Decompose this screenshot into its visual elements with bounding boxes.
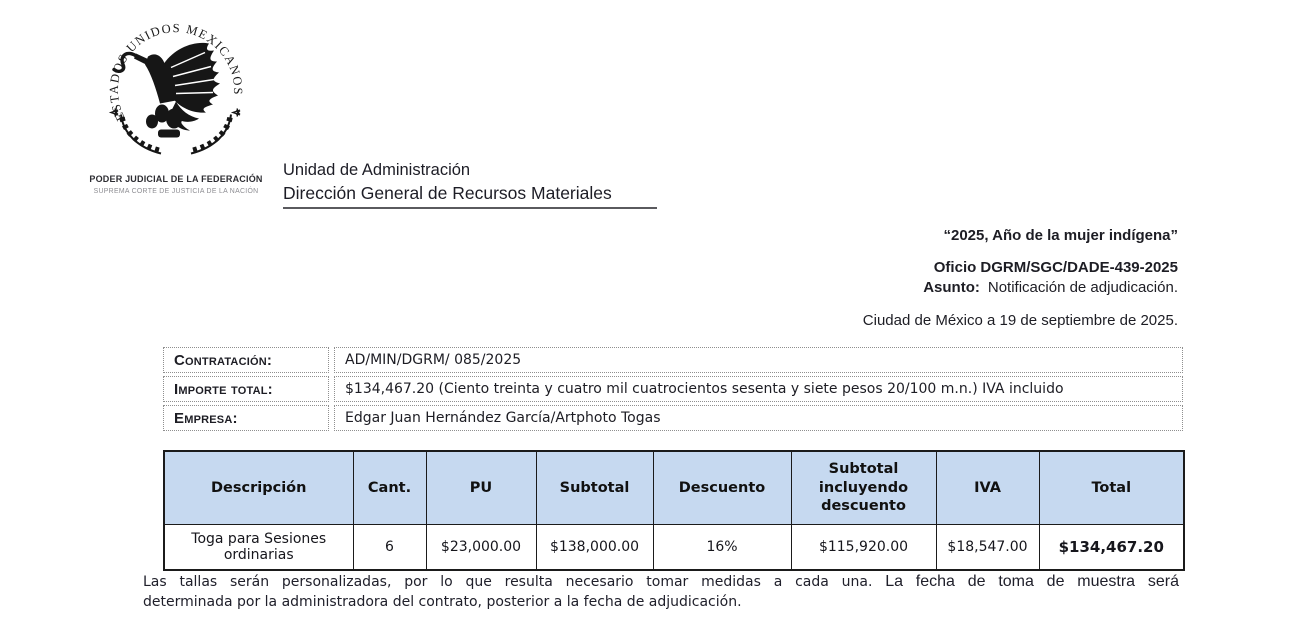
admin-unit-title: Unidad de Administración	[283, 161, 471, 179]
summary-label-importe-total: Importe total:	[163, 376, 329, 402]
col-header-descuento: Descuento	[652, 450, 792, 525]
eagle-emblem-graphic: ESTADOS UNIDOS MEXICANOS	[107, 21, 244, 155]
col-header-subtotal-descuento: Subtotal incluyendo descuento	[790, 450, 937, 525]
cell-descuento: 16%	[652, 523, 792, 571]
summary-label-empresa: Empresa:	[163, 405, 329, 431]
col-header-subtotal: Subtotal	[535, 450, 654, 525]
col-header-cantidad: Cant.	[352, 450, 427, 525]
cell-iva: $18,547.00	[935, 523, 1040, 571]
subject-value: Notificación de adjudicación.	[987, 279, 1178, 296]
subject-label: Asunto:	[923, 279, 980, 296]
summary-value-importe-total: $134,467.20 (Ciento treinta y cuatro mil…	[334, 376, 1183, 402]
cell-descripcion: Toga para Sesiones ordinarias	[163, 523, 354, 571]
institution-name: PODER JUDICIAL DE LA FEDERACIÓN	[89, 174, 263, 184]
eagle-figure	[108, 42, 241, 155]
summary-label-contratacion: Contratación:	[163, 347, 329, 373]
table-row: Contratación: AD/MIN/DGRM/ 085/2025	[163, 347, 1183, 373]
col-header-total: Total	[1038, 450, 1185, 525]
table-row: Empresa: Edgar Juan Hernández García/Art…	[163, 405, 1183, 431]
institution-name-block: PODER JUDICIAL DE LA FEDERACIÓN SUPREMA …	[70, 174, 282, 195]
summary-value-contratacion: AD/MIN/DGRM/ 085/2025	[334, 347, 1183, 373]
dateline: Ciudad de México a 19 de septiembre de 2…	[862, 312, 1178, 329]
oficio-number: Oficio DGRM/SGC/DADE-439-2025	[933, 259, 1178, 276]
cell-pu: $23,000.00	[425, 523, 537, 571]
cell-subtotal-descuento: $115,920.00	[790, 523, 937, 571]
department-heading: Unidad de Administración Dirección Gener…	[283, 161, 659, 209]
footnote-sentence-1: Las tallas serán personalizadas, por lo …	[143, 574, 873, 590]
general-direction-title: Dirección General de Recursos Materiales	[283, 183, 612, 203]
institution-subname: SUPREMA CORTE DE JUSTICIA DE LA NACIÓN	[93, 188, 259, 195]
table-header-row: Descripción Cant. PU Subtotal Descuento …	[163, 450, 1185, 525]
national-coat-of-arms: ESTADOS UNIDOS MEXICANOS	[101, 16, 251, 166]
col-header-pu: PU	[425, 450, 537, 525]
subject-line: Asunto: Notificación de adjudicación.	[863, 279, 1178, 296]
cell-total: $134,467.20	[1038, 523, 1185, 571]
year-legend: “2025, Año de la mujer indígena”	[943, 227, 1178, 244]
table-row: Importe total: $134,467.20 (Ciento trein…	[163, 376, 1183, 402]
col-header-iva: IVA	[935, 450, 1040, 525]
footnote-paragraph: Las tallas serán personalizadas, por lo …	[143, 573, 1179, 610]
pricing-detail-table: Descripción Cant. PU Subtotal Descuento …	[163, 450, 1185, 572]
letterhead-right-block: “2025, Año de la mujer indígena” Oficio …	[863, 227, 1178, 329]
heading-underline	[283, 207, 657, 209]
footnote-line1: Las tallas serán personalizadas, por lo …	[143, 573, 1179, 591]
table-row: Toga para Sesiones ordinarias 6 $23,000.…	[163, 523, 1185, 571]
cell-cantidad: 6	[352, 523, 427, 571]
footnote-sentence-2: La fecha de toma de muestra será	[885, 573, 1179, 590]
col-header-descripcion: Descripción	[163, 450, 354, 525]
summary-value-empresa: Edgar Juan Hernández García/Artphoto Tog…	[334, 405, 1183, 431]
contract-summary-table: Contratación: AD/MIN/DGRM/ 085/2025 Impo…	[163, 347, 1183, 434]
cell-subtotal: $138,000.00	[535, 523, 654, 571]
footnote-line2: determinada por la administradora del co…	[143, 594, 742, 610]
